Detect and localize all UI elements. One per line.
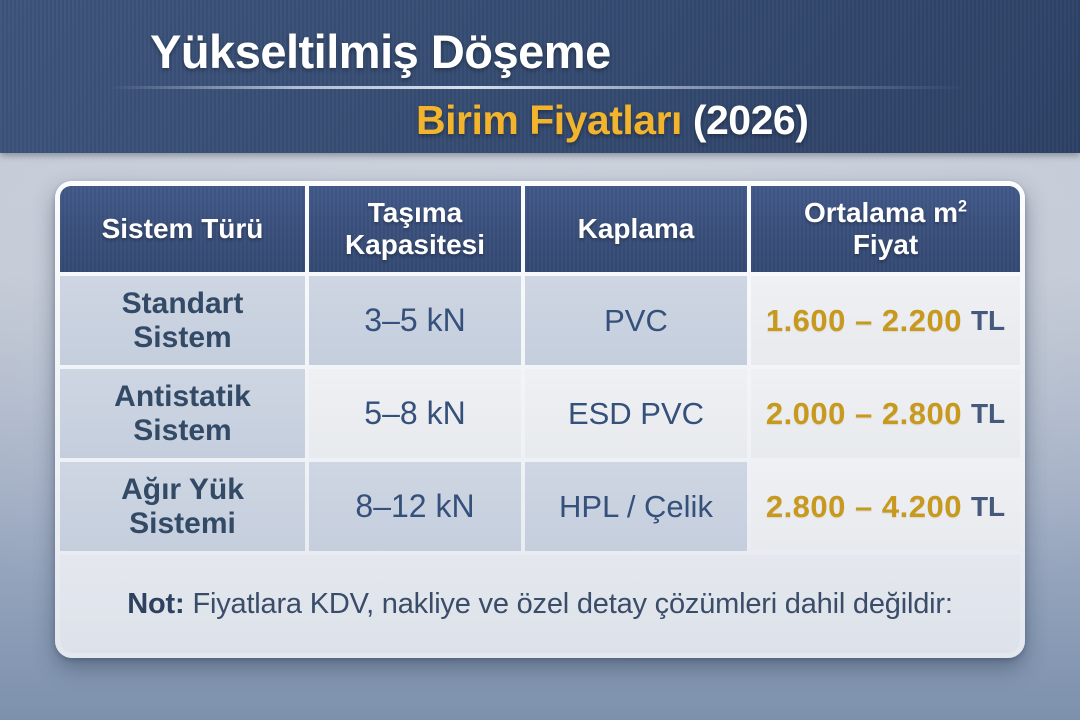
table-cell-covering: PVC [525, 276, 747, 365]
title-divider [108, 86, 966, 89]
footnote: Not: Fiyatlara KDV, nakliye ve özel detay… [60, 555, 1020, 653]
subtitle-highlight: Birim Fiyatları [416, 97, 682, 143]
price-value: 2.800 – 4.200 [765, 488, 962, 524]
column-header-covering: Kaplama [525, 186, 747, 272]
table-cell-system: Antistatik Sistem [60, 369, 305, 458]
price-value: 1.600 – 2.200 [765, 302, 962, 338]
price-value: 2.000 – 2.800 [765, 395, 962, 431]
footnote-text: Not: Fiyatlara KDV, nakliye ve özel detay… [127, 587, 953, 620]
page-subtitle: Birim Fiyatları (2026) [416, 97, 809, 144]
table-cell-covering: HPL / Çelik [525, 462, 747, 551]
title-banner: Yükseltilmiş Döşeme Birim Fiyatları (202… [0, 0, 1080, 153]
price-currency: TL [970, 304, 1006, 336]
column-header-price-text: Ortalama m2 Fiyat [803, 196, 968, 260]
table-cell-capacity: 5–8 kN [309, 369, 521, 458]
table-cell-capacity: 8–12 kN [309, 462, 521, 551]
table-cell-price: 2.800 – 4.200 TL [751, 462, 1020, 551]
price-currency: TL [970, 397, 1006, 429]
subtitle-year: (2026) [681, 97, 809, 143]
table-cell-capacity: 3–5 kN [309, 276, 521, 365]
column-header-capacity: Taşıma Kapasitesi [309, 186, 521, 272]
table-cell-system: Ağır Yük Sistemi [60, 462, 305, 551]
pricing-table-card: Sistem Türü Taşıma Kapasitesi Kaplama Or… [55, 181, 1025, 658]
table-cell-price: 1.600 – 2.200 TL [751, 276, 1020, 365]
pricing-table: Sistem Türü Taşıma Kapasitesi Kaplama Or… [60, 186, 1020, 653]
table-cell-covering: ESD PVC [525, 369, 747, 458]
price-currency: TL [970, 490, 1006, 522]
column-header-price: Ortalama m2 Fiyat [751, 186, 1020, 272]
superscript-2: 2 [958, 197, 968, 216]
footnote-label: Not: [127, 587, 185, 620]
column-header-system: Sistem Türü [60, 186, 305, 272]
table-cell-system: Standart Sistem [60, 276, 305, 365]
table-cell-price: 2.000 – 2.800 TL [751, 369, 1020, 458]
page-title: Yükseltilmiş Döşeme [150, 25, 611, 78]
